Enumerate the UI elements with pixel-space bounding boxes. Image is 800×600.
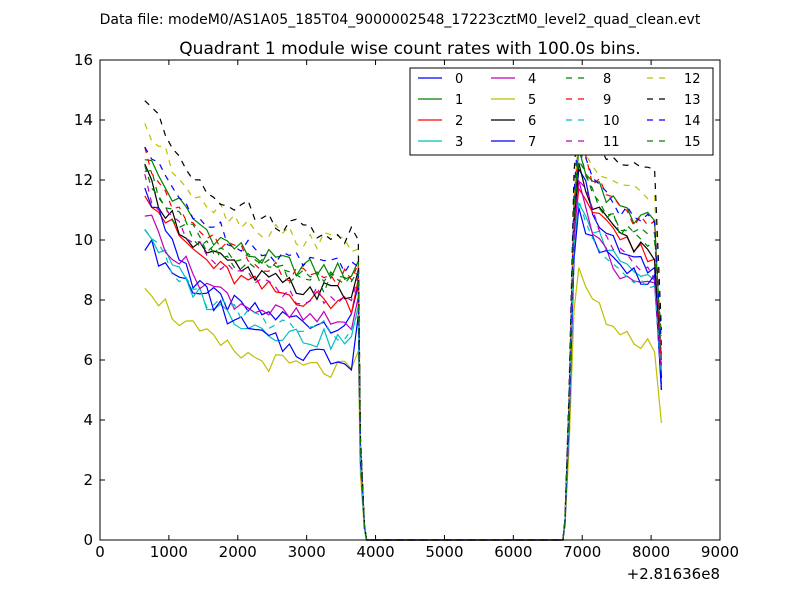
x-axis-offset-label: +2.81636e8 — [627, 565, 720, 583]
series-line-2 — [144, 186, 662, 541]
x-tick-label: 9000 — [701, 543, 739, 561]
legend-label-10: 10 — [603, 114, 620, 129]
series-line-1 — [144, 148, 662, 541]
series-line-15 — [144, 141, 662, 541]
y-tick-label: 14 — [74, 111, 93, 129]
legend-label-8: 8 — [603, 72, 611, 87]
series-line-4 — [144, 180, 662, 541]
legend-label-4: 4 — [528, 72, 536, 87]
series-line-11 — [144, 173, 662, 541]
legend-label-6: 6 — [528, 114, 536, 129]
x-tick-label: 3000 — [288, 543, 326, 561]
legend-label-12: 12 — [684, 72, 701, 87]
series-line-14 — [144, 125, 662, 541]
series-line-10 — [144, 200, 662, 541]
x-tick-label: 0 — [95, 543, 105, 561]
chart-suptitle: Data file: modeM0/AS1A05_185T04_90000025… — [100, 12, 701, 28]
x-tick-label: 6000 — [494, 543, 532, 561]
y-tick-label: 10 — [74, 231, 93, 249]
legend-label-2: 2 — [455, 114, 463, 129]
legend-label-7: 7 — [528, 135, 536, 150]
series-line-9 — [144, 138, 662, 541]
legend-label-11: 11 — [603, 135, 620, 150]
legend-label-15: 15 — [684, 135, 701, 150]
series-layer — [144, 100, 662, 541]
y-tick-label: 2 — [83, 471, 93, 489]
x-tick-label: 7000 — [563, 543, 601, 561]
y-tick-label: 16 — [74, 51, 93, 69]
series-line-7 — [144, 187, 662, 541]
y-tick-label: 0 — [83, 531, 93, 549]
y-tick-label: 4 — [83, 411, 93, 429]
series-line-6 — [144, 162, 662, 541]
x-tick-label: 5000 — [425, 543, 463, 561]
x-tick-label: 4000 — [356, 543, 394, 561]
chart-title: Quadrant 1 module wise count rates with … — [179, 39, 640, 59]
legend-label-3: 3 — [455, 135, 463, 150]
series-line-13 — [144, 100, 662, 541]
series-line-3 — [144, 201, 662, 541]
y-tick-label: 8 — [83, 291, 93, 309]
x-tick-label: 8000 — [632, 543, 670, 561]
legend-label-5: 5 — [528, 93, 536, 108]
x-tick-label: 2000 — [219, 543, 257, 561]
legend-label-14: 14 — [684, 114, 701, 129]
legend-label-1: 1 — [455, 93, 463, 108]
x-axis: 0 1000 2000 3000 4000 5000 6000 7000 8000 9000 — [95, 60, 739, 561]
series-line-12 — [144, 123, 662, 541]
series-line-8 — [144, 158, 662, 541]
x-tick-label: 1000 — [150, 543, 188, 561]
y-tick-label: 12 — [74, 171, 93, 189]
legend-label-0: 0 — [455, 72, 463, 87]
legend-label-13: 13 — [684, 93, 701, 108]
legend-label-9: 9 — [603, 93, 611, 108]
y-tick-label: 6 — [83, 351, 93, 369]
series-line-5 — [144, 267, 662, 541]
